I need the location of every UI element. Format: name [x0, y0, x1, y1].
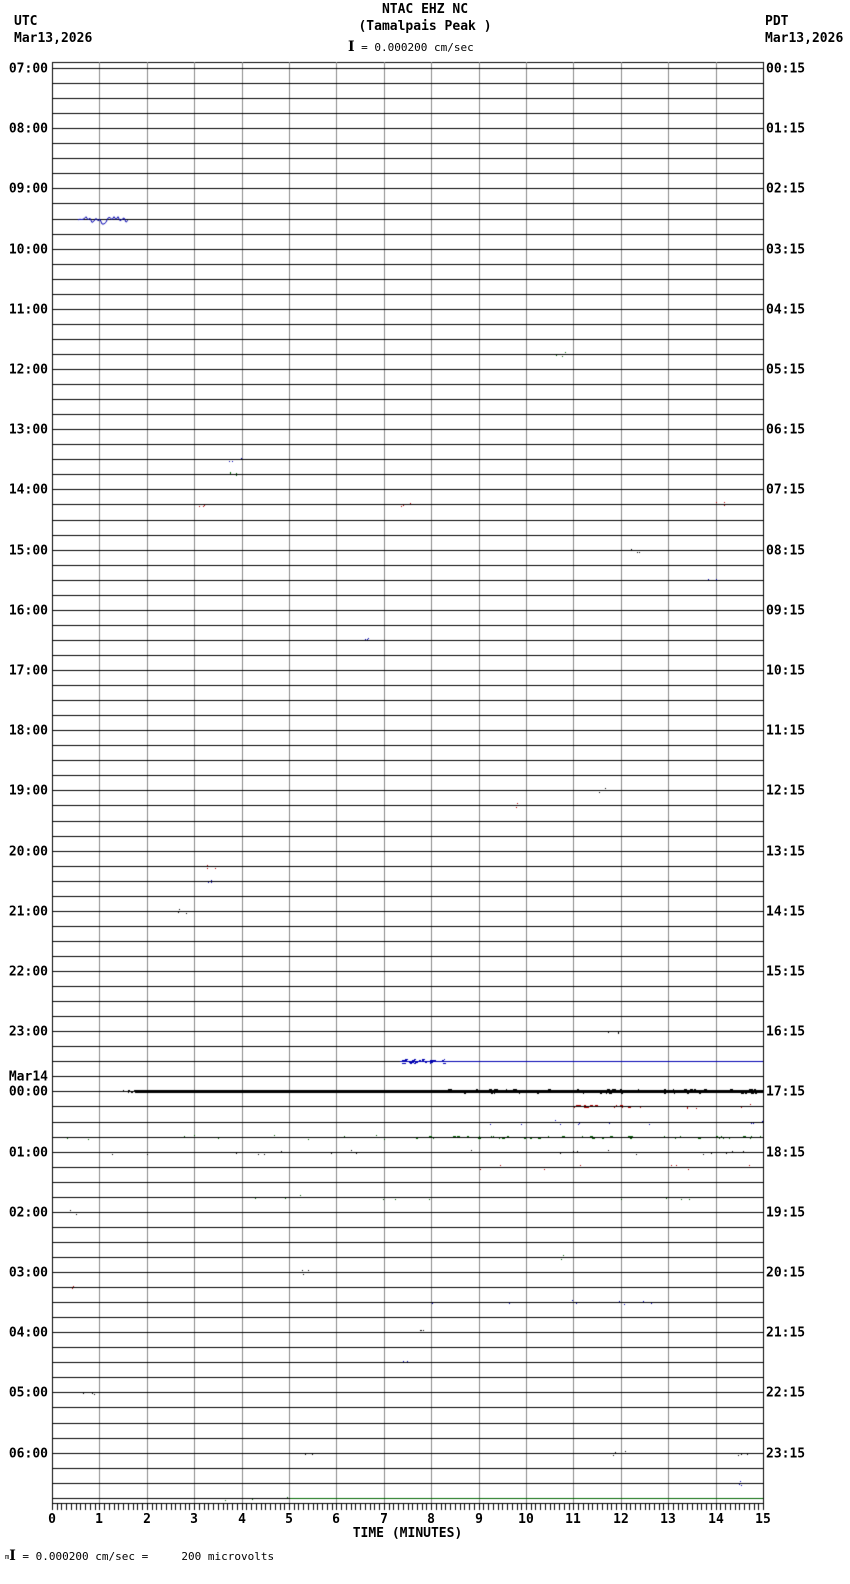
scale-legend: I = 0.000200 cm/sec [348, 39, 474, 55]
pdt-time-label-1615: 16:15 [766, 1024, 806, 1040]
x-tick-label-1: 1 [95, 1512, 103, 1527]
footer-prefix: m [5, 1553, 10, 1561]
utc-time-label-0700: 07:00 [8, 61, 48, 77]
utc-time-label-1000: 10:00 [8, 242, 48, 258]
utc-time-label-0000: 00:00 [8, 1084, 48, 1100]
utc-time-label-2000: 20:00 [8, 844, 48, 860]
utc-time-label-0800: 08:00 [8, 121, 48, 137]
utc-time-label-1200: 12:00 [8, 362, 48, 378]
pdt-time-label-0715: 07:15 [766, 482, 806, 498]
pdt-time-label-0115: 01:15 [766, 121, 806, 137]
utc-time-label-1900: 19:00 [8, 783, 48, 799]
x-tick-label-2: 2 [143, 1512, 151, 1527]
utc-time-label-1400: 14:00 [8, 482, 48, 498]
utc-time-label-0300: 03:00 [8, 1265, 48, 1281]
x-tick-label-11: 11 [565, 1512, 581, 1527]
pdt-time-label-2015: 20:15 [766, 1265, 806, 1281]
utc-time-label-0600: 06:00 [8, 1446, 48, 1462]
pdt-time-label-0815: 08:15 [766, 543, 806, 559]
utc-time-label-1500: 15:00 [8, 543, 48, 559]
pdt-time-label-0515: 05:15 [766, 362, 806, 378]
pdt-time-label-0315: 03:15 [766, 242, 806, 258]
footer-text: = 0.000200 cm/sec = 200 microvolts [15, 1550, 275, 1563]
x-tick-label-14: 14 [708, 1512, 724, 1527]
pdt-time-label-1315: 13:15 [766, 844, 806, 860]
footer-scale-note: mI = 0.000200 cm/sec = 200 microvolts [5, 1548, 274, 1564]
utc-time-label-2100: 21:00 [8, 904, 48, 920]
pdt-timezone-label: PDT [765, 14, 789, 29]
pdt-time-label-0015: 00:15 [766, 61, 806, 77]
x-tick-label-7: 7 [380, 1512, 388, 1527]
x-tick-label-9: 9 [475, 1512, 483, 1527]
utc-time-label-1800: 18:00 [8, 723, 48, 739]
x-tick-label-6: 6 [332, 1512, 340, 1527]
pdt-time-label-0215: 02:15 [766, 181, 806, 197]
pdt-time-label-1415: 14:15 [766, 904, 806, 920]
utc-time-label-0100: 01:00 [8, 1145, 48, 1161]
utc-time-label-2200: 22:00 [8, 964, 48, 980]
utc-time-label-1600: 16:00 [8, 603, 48, 619]
utc-time-label-0400: 04:00 [8, 1325, 48, 1341]
station-title: NTAC EHZ NC [381, 2, 469, 17]
utc-time-label-Mar14: Mar14 [8, 1069, 48, 1085]
utc-time-label-1700: 17:00 [8, 663, 48, 679]
pdt-time-label-0615: 06:15 [766, 422, 806, 438]
utc-date-label: Mar13,2026 [14, 31, 93, 46]
x-tick-label-5: 5 [285, 1512, 293, 1527]
scale-bar-icon: I [348, 39, 355, 55]
footer-bar-icon: I [9, 1548, 16, 1564]
pdt-time-label-1915: 19:15 [766, 1205, 806, 1221]
station-location: (Tamalpais Peak ) [358, 19, 492, 34]
pdt-time-label-2115: 21:15 [766, 1325, 806, 1341]
pdt-time-label-1015: 10:15 [766, 663, 806, 679]
utc-time-label-0500: 05:00 [8, 1385, 48, 1401]
x-tick-label-12: 12 [613, 1512, 629, 1527]
utc-time-label-1300: 13:00 [8, 422, 48, 438]
utc-time-label-0200: 02:00 [8, 1205, 48, 1221]
pdt-time-label-1215: 12:15 [766, 783, 806, 799]
pdt-time-label-0415: 04:15 [766, 302, 806, 318]
x-tick-label-0: 0 [48, 1512, 56, 1527]
utc-time-label-1100: 11:00 [8, 302, 48, 318]
utc-time-label-2300: 23:00 [8, 1024, 48, 1040]
pdt-time-label-2315: 23:15 [766, 1446, 806, 1462]
x-tick-label-3: 3 [190, 1512, 198, 1527]
utc-time-label-0900: 09:00 [8, 181, 48, 197]
x-tick-label-15: 15 [755, 1512, 771, 1527]
scale-text: = 0.000200 cm/sec [354, 41, 474, 54]
pdt-time-label-1515: 15:15 [766, 964, 806, 980]
x-tick-label-8: 8 [427, 1512, 435, 1527]
x-tick-label-10: 10 [518, 1512, 534, 1527]
pdt-time-label-0915: 09:15 [766, 603, 806, 619]
pdt-time-label-1715: 17:15 [766, 1084, 806, 1100]
x-tick-label-4: 4 [238, 1512, 246, 1527]
pdt-time-label-1115: 11:15 [766, 723, 806, 739]
pdt-date-label: Mar13,2026 [765, 31, 844, 46]
utc-timezone-label: UTC [14, 14, 38, 29]
pdt-time-label-2215: 22:15 [766, 1385, 806, 1401]
x-tick-label-13: 13 [660, 1512, 676, 1527]
x-axis-title: TIME (MINUTES) [352, 1526, 463, 1541]
pdt-time-label-1815: 18:15 [766, 1145, 806, 1161]
